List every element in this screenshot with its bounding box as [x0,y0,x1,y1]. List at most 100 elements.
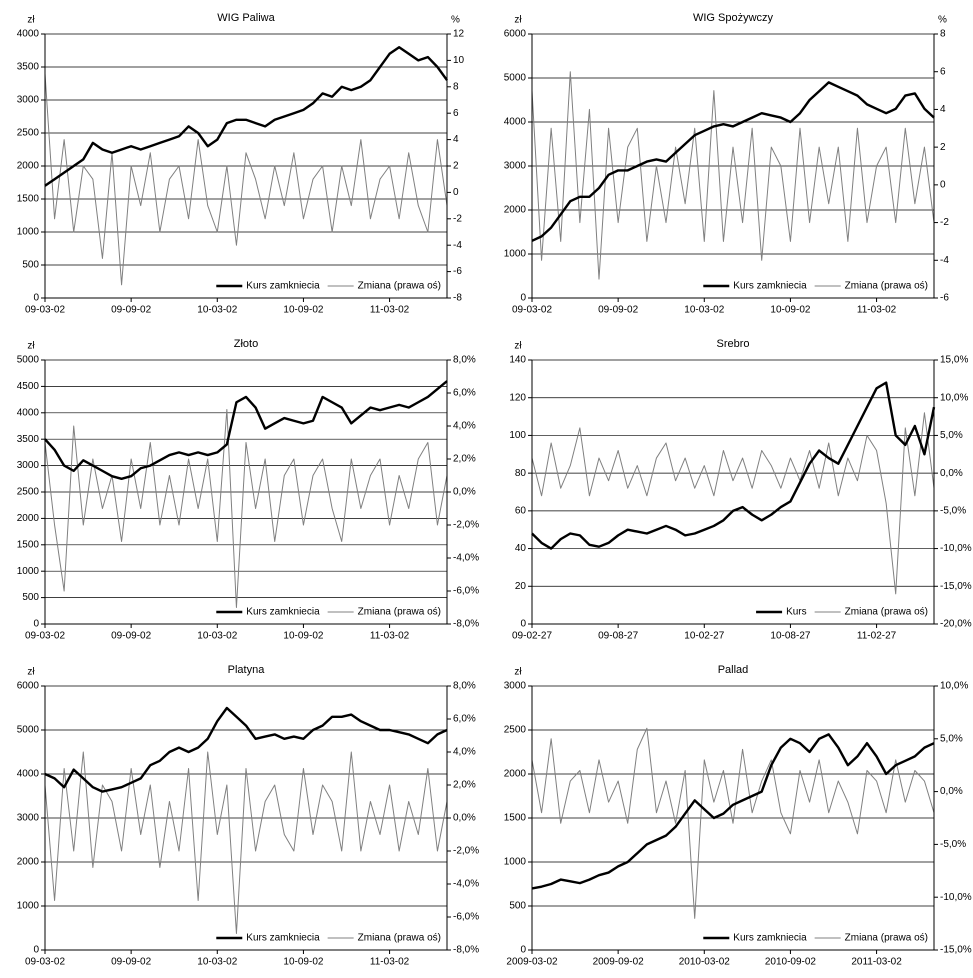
y-tick-label: 3500 [17,434,40,445]
y2-tick-label: -20,0% [940,619,972,630]
chart-title: Platyna [228,664,266,676]
y2-tick-label: 4,0% [453,747,476,758]
y-tick-label: 3000 [17,460,40,471]
y2-tick-label: 10,0% [940,392,968,403]
y2-tick-label: -8 [453,293,462,304]
y2-tick-label: 8,0% [453,355,476,366]
legend-label: Kurs [786,607,807,618]
y2-tick-label: 6 [940,66,946,77]
y-tick-label: 2500 [17,128,40,139]
series-line [531,81,935,242]
y-tick-label: 1000 [504,249,527,260]
y-tick-label: 3000 [504,161,527,172]
y-tick-label: 3000 [504,681,527,692]
x-tick-label: 10-09-02 [770,305,810,316]
legend-label: Zmiana (prawa oś) [845,281,928,292]
legend-label: Zmiana (prawa oś) [845,607,928,618]
y2-tick-label: 8 [940,29,946,40]
series-line [44,751,448,934]
y2-tick-label: -2 [453,213,462,224]
y-tick-label: 20 [515,581,527,592]
y-tick-label: 1500 [17,194,40,205]
y2-tick-label: -4,0% [453,879,479,890]
y-tick-label: 1000 [504,857,527,868]
x-tick-label: 09-09-02 [598,305,638,316]
x-tick-label: 2011-03-02 [851,957,902,968]
y2-tick-label: 0,0% [940,468,963,479]
y2-tick-label: -6 [940,293,949,304]
y-tick-label: 2500 [17,487,40,498]
y-tick-label: 0 [33,293,39,304]
y2-tick-label: -2,0% [453,846,479,857]
y-tick-label: 4500 [17,381,40,392]
chart-title: WIG Paliwa [217,12,275,24]
series-line [44,73,448,286]
y-tick-label: 0 [520,619,526,630]
y2-axis-label: % [938,15,947,26]
legend-label: Kurs zamkniecia [733,281,807,292]
x-tick-label: 09-03-02 [25,631,65,642]
y2-axis-label: % [451,15,460,26]
x-tick-label: 11-03-02 [370,631,410,642]
chart-title: Złoto [234,338,258,350]
y2-tick-label: -4 [453,240,462,251]
y2-tick-label: -4 [940,255,949,266]
y-tick-label: 40 [515,543,527,554]
y-tick-label: 4000 [504,117,527,128]
x-tick-label: 09-02-27 [512,631,552,642]
y2-tick-label: 2,0% [453,454,476,465]
y2-tick-label: -6,0% [453,586,479,597]
y-tick-label: 3000 [17,95,40,106]
x-tick-label: 09-03-02 [512,305,552,316]
y2-tick-label: 2,0% [453,780,476,791]
x-tick-label: 2009-09-02 [593,957,645,968]
y2-tick-label: -2 [940,217,949,228]
legend-label: Zmiana (prawa oś) [358,933,441,944]
y-tick-label: 1000 [17,901,40,912]
x-tick-label: 10-03-02 [197,631,237,642]
y2-tick-label: -5,0% [940,839,966,850]
y-tick-label: 6000 [17,681,40,692]
y-axis-label: zł [514,341,522,352]
y2-tick-label: -2,0% [453,520,479,531]
legend-label: Kurs zamkniecia [246,281,320,292]
y2-tick-label: 5,0% [940,733,963,744]
y2-tick-label: 6,0% [453,388,476,399]
y-tick-label: 500 [22,592,39,603]
y-tick-label: 1500 [504,813,527,824]
x-tick-label: 2010-03-02 [679,957,731,968]
x-tick-label: 09-09-02 [111,305,151,316]
y2-tick-label: 10,0% [940,681,968,692]
y-axis-label: zł [27,15,35,26]
y2-tick-label: 0,0% [940,786,963,797]
y-tick-label: 2000 [504,769,527,780]
y-tick-label: 1500 [17,539,40,550]
y-tick-label: 0 [33,945,39,956]
y-tick-label: 5000 [17,355,40,366]
y2-tick-label: 6,0% [453,714,476,725]
y2-tick-label: -10,0% [940,892,972,903]
x-tick-label: 10-02-27 [684,631,724,642]
series-line [531,381,936,550]
y2-tick-label: 4 [453,134,459,145]
series-line [44,380,448,480]
y-axis-label: zł [27,667,35,678]
y-tick-label: 120 [509,392,526,403]
y2-tick-label: -8,0% [453,619,479,630]
y-tick-label: 100 [509,430,526,441]
y2-tick-label: -15,0% [940,581,972,592]
y-tick-label: 0 [520,293,526,304]
y-tick-label: 60 [515,505,527,516]
x-tick-label: 09-09-02 [111,957,151,968]
y-tick-label: 6000 [504,29,527,40]
y-tick-label: 2000 [17,513,40,524]
y-tick-label: 4000 [17,769,40,780]
series-line [44,46,448,187]
y2-tick-label: -15,0% [940,945,972,956]
y-tick-label: 0 [33,619,39,630]
series-line [531,733,935,890]
legend-label: Kurs zamkniecia [246,607,320,618]
series-line [44,706,448,793]
